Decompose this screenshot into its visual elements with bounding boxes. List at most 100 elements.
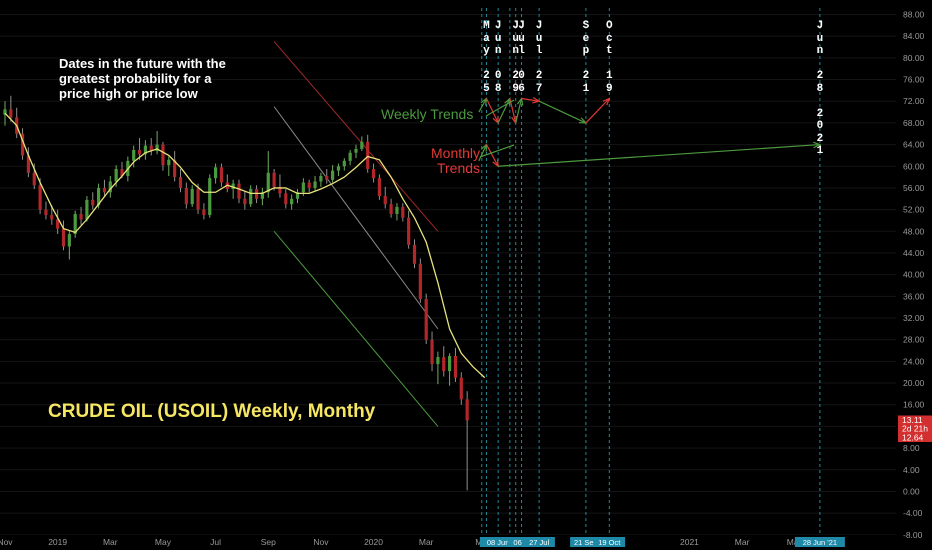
monthly-trends-label: Monthly Trends: [431, 146, 480, 176]
date-tag-label: 21 Sep: [574, 538, 598, 547]
price-tag: [898, 433, 932, 442]
candle-body: [366, 141, 370, 169]
candle-body: [383, 196, 387, 205]
price-tick-label: 16.00: [903, 400, 925, 410]
future-date-label: M a y 2 5: [483, 20, 490, 95]
candle-body: [178, 177, 183, 188]
candle-body: [120, 168, 124, 177]
price-tick-label: 36.00: [903, 291, 925, 301]
time-tick-label: Sep: [261, 537, 276, 547]
ma-line: [4, 112, 486, 379]
time-tick-label: 2020: [364, 537, 383, 547]
candle-body: [295, 192, 300, 199]
monthly-trend-segment: [498, 143, 820, 167]
monthly-trend-segment: [478, 144, 487, 162]
time-axis-bg: [0, 535, 896, 550]
candle-body: [342, 160, 346, 167]
grid-lines: [0, 14, 896, 536]
candle-body: [161, 144, 165, 166]
candle-body: [79, 213, 83, 220]
candle-body: [453, 355, 458, 378]
price-tick-label: 56.00: [903, 183, 925, 193]
future-date-label: J u l 2 7: [535, 20, 543, 95]
future-date-label: J u n 0 8: [494, 20, 502, 95]
candle-body: [56, 219, 60, 229]
candle-body: [266, 172, 270, 193]
date-tag: [508, 537, 536, 547]
channel-line: [273, 106, 439, 330]
candle-body: [132, 150, 136, 161]
channel-line: [273, 230, 439, 427]
weekly-trend-segment: [497, 98, 511, 124]
weekly-trend-segment: [585, 98, 610, 124]
candle-body: [91, 199, 95, 206]
candle-body: [208, 178, 212, 216]
candle-body: [214, 167, 218, 179]
time-axis[interactable]: Nov 2019 Mar May Jul Sep Nov 2020 Mar M 2021 Mar May…: [0, 535, 896, 550]
price-tick-label: 76.00: [903, 75, 925, 85]
candle-body: [348, 152, 352, 161]
price-tick-label: 24.00: [903, 356, 925, 366]
date-tag: [794, 537, 845, 547]
moving-average-line: [4, 112, 486, 379]
time-tick-label: 2021: [680, 537, 699, 547]
candle-body: [459, 377, 463, 400]
date-tag-label: 19 Oct: [598, 538, 621, 547]
candle-body: [243, 198, 247, 205]
candle-body: [155, 144, 159, 152]
candle-body: [85, 199, 89, 220]
price-tick-label: 4.00: [903, 465, 920, 475]
candle-body: [108, 181, 112, 193]
candle-body: [9, 109, 13, 118]
future-date-label: J u n 2 9: [512, 20, 519, 95]
weekly-trends-label: Weekly Trends: [381, 106, 474, 122]
weekly-trend-arrowhead: [602, 97, 611, 106]
candle-body: [20, 133, 25, 156]
candle-body: [202, 209, 206, 216]
candle-body: [395, 206, 399, 214]
date-tag-label: 06 Jı: [513, 538, 529, 547]
price-tick-label: 68.00: [903, 118, 925, 128]
candle-body: [237, 183, 241, 199]
price-tag-label: 13.11: [902, 415, 923, 425]
price-tick-label: 40.00: [903, 270, 925, 280]
trend-arrows: [478, 97, 822, 168]
candle-body: [290, 198, 294, 205]
price-tick-label: 8.00: [903, 443, 920, 453]
weekly-trend-segment: [515, 98, 523, 124]
candle-body: [167, 159, 171, 166]
candle-body: [278, 186, 282, 194]
time-tick-label: May: [155, 537, 172, 547]
price-tick-label: 48.00: [903, 226, 925, 236]
candle-body: [465, 399, 469, 421]
date-tag-label: 08 Jun: [487, 538, 510, 547]
weekly-trend-segment: [478, 98, 487, 113]
date-tag-label: 28 Jun '21: [803, 538, 837, 547]
candle-body: [331, 170, 335, 180]
price-axis[interactable]: 88.00 84.00 80.00 76.00 72.00 68.00 64.00 60.00…: [896, 0, 932, 550]
time-tick-label: M: [475, 537, 482, 547]
weekly-label-arrow: [485, 99, 515, 117]
trend-channel-lines: [273, 41, 439, 427]
candle-body: [184, 187, 188, 205]
candle-body: [231, 183, 235, 190]
candle-body: [32, 172, 36, 186]
candle-body: [319, 176, 323, 182]
candle-body: [3, 109, 7, 115]
price-tick-label: 64.00: [903, 140, 925, 150]
price-tick-label: 20.00: [903, 378, 925, 388]
candle-body: [260, 192, 264, 199]
price-axis-bg: [896, 0, 932, 550]
monthly-label-line-1: Monthly: [431, 145, 481, 161]
weekly-trend-segment: [538, 100, 587, 124]
time-tick-label: Mar: [419, 537, 434, 547]
candle-body: [44, 209, 48, 216]
future-date-label: O c t 1 9: [605, 20, 613, 95]
date-tag-label: 27 Jul: [529, 538, 549, 547]
candle-body: [26, 155, 30, 173]
future-date-label: J u l 0 6: [518, 20, 525, 95]
price-tick-label: -4.00: [903, 508, 923, 518]
candle-body: [67, 234, 71, 247]
candle-body: [97, 187, 101, 206]
